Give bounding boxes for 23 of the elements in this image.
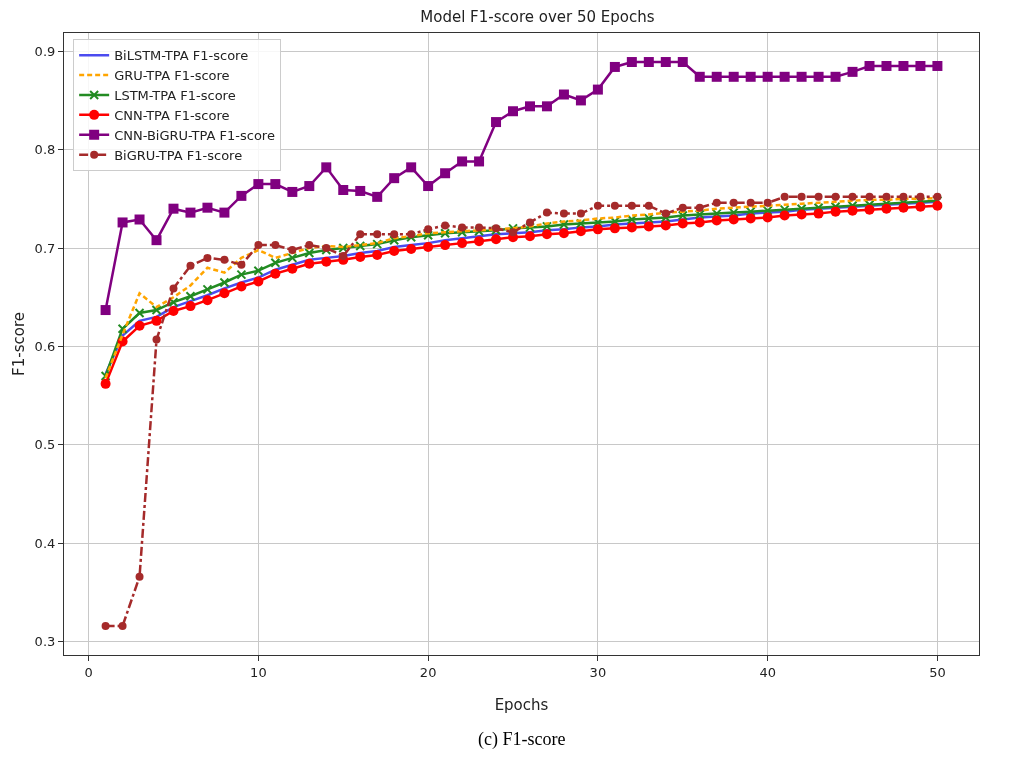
legend-label: BiLSTM-TPA F1-score: [114, 48, 249, 64]
x-tick-label: 50: [929, 664, 946, 680]
y-tick-label: 0.6: [34, 339, 56, 355]
y-tick-label: 0.9: [34, 43, 56, 59]
x-tick-label: 30: [589, 664, 607, 680]
x-tick-label: 10: [250, 664, 267, 680]
legend-label: CNN-TPA F1-score: [114, 107, 230, 123]
legend-label: LSTM-TPA F1-score: [114, 88, 236, 104]
y-tick-label: 0.5: [34, 437, 56, 453]
text: (c) F1-score: [478, 729, 566, 750]
y-tick-label: 0.8: [34, 142, 56, 158]
x-tick-label: 20: [419, 664, 437, 680]
legend-label: GRU-TPA F1-score: [114, 68, 230, 84]
x-axis-title: Epochs: [494, 696, 549, 715]
y-tick-label: 0.4: [34, 535, 56, 551]
chart-title: Model F1-score over 50 Epochs: [420, 7, 655, 26]
legend-label: BiGRU-TPA F1-score: [114, 147, 243, 163]
y-tick-label: 0.3: [34, 634, 56, 650]
x-tick-label: 0: [84, 664, 93, 680]
y-tick-label: 0.7: [34, 240, 56, 256]
y-axis-title: F1-score: [9, 312, 28, 376]
x-tick-label: 40: [759, 664, 776, 680]
legend-label: CNN-BiGRU-TPA F1-score: [114, 127, 275, 143]
